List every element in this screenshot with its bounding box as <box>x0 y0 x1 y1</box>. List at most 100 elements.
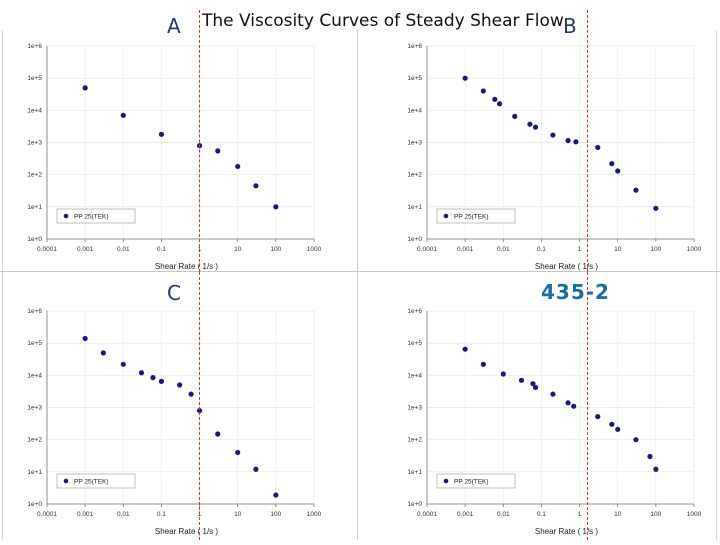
viscosity-chart-c: 1e+0 1e+1 1e+2 1e+3 1e+4 1e+5 1e+6 0.0001 0.001 0… <box>27 308 321 536</box>
x-tick-label: 0.1 <box>537 246 546 253</box>
x-axis-title: Shear Rate ( 1/s ) <box>535 262 598 271</box>
x-tick-label: 1000 <box>687 246 702 253</box>
data-point <box>235 449 241 456</box>
left-border-line <box>2 30 3 540</box>
x-tick-label: 1 <box>578 246 582 253</box>
y-tick-label: 1e+4 <box>27 372 42 379</box>
y-tick-label: 1e+3 <box>407 140 422 147</box>
panel-label-b: B <box>563 14 577 38</box>
data-point <box>150 375 156 381</box>
horizontal-divider <box>0 271 720 272</box>
x-tick-label: 0.1 <box>537 511 546 518</box>
data-point <box>215 431 221 437</box>
x-axis-title: Shear Rate ( 1/s ) <box>535 527 598 536</box>
data-point <box>82 335 88 342</box>
y-tick-label: 1e+2 <box>27 172 42 179</box>
data-point <box>565 137 571 144</box>
legend-marker <box>63 213 69 219</box>
data-point <box>496 101 503 107</box>
panel-label-a: A <box>167 14 181 38</box>
legend-box <box>56 208 136 224</box>
x-tick-label: 10 <box>234 246 242 253</box>
data-point <box>532 124 539 130</box>
data-point <box>527 121 533 127</box>
reference-line-bottom-right <box>587 272 588 540</box>
y-tick-label: 1e+0 <box>27 501 42 508</box>
x-tick-label: 10 <box>614 246 622 253</box>
data-point <box>633 187 639 193</box>
y-tick-label: 1e+4 <box>407 107 422 114</box>
page-title: The Viscosity Curves of Steady Shear Flo… <box>202 11 564 31</box>
x-tick-label: 0.1 <box>157 246 166 253</box>
x-tick-label: 1 <box>578 511 582 518</box>
x-tick-label: 0.01 <box>117 246 130 253</box>
data-point <box>653 466 659 472</box>
x-tick-label: 100 <box>650 511 661 518</box>
x-tick-label: 0.01 <box>117 511 130 518</box>
data-point <box>550 132 556 138</box>
y-tick-label: 1e+0 <box>27 236 42 243</box>
data-point <box>480 88 486 94</box>
y-tick-label: 1e+1 <box>407 204 422 211</box>
x-tick-label: 10 <box>234 511 242 518</box>
y-tick-label: 1e+5 <box>407 340 422 347</box>
legend-box <box>436 473 516 489</box>
y-tick-label: 1e+1 <box>27 204 42 211</box>
legend-box <box>56 473 136 489</box>
data-point <box>518 377 525 383</box>
x-tick-label: 1000 <box>307 246 322 253</box>
viscosity-chart-a: 1e+0 1e+1 1e+2 1e+3 1e+4 1e+5 1e+6 0.0001 0.001 0… <box>27 43 322 271</box>
right-border-line <box>716 30 717 540</box>
y-tick-label: 1e+6 <box>407 308 422 315</box>
legend-marker <box>443 478 449 484</box>
data-point <box>532 384 539 391</box>
data-point <box>609 421 615 427</box>
legend-marker <box>443 213 449 219</box>
x-tick-label: 0.0001 <box>417 511 437 518</box>
data-point <box>492 96 498 102</box>
legend-label: PP 25(TEK) <box>454 479 489 486</box>
x-tick-label: 0.001 <box>457 246 474 253</box>
data-point <box>138 370 145 376</box>
x-tick-label: 0.01 <box>497 511 510 518</box>
y-tick-label: 1e+1 <box>27 469 42 476</box>
x-tick-label: 0.0001 <box>37 246 57 253</box>
data-point <box>82 85 88 91</box>
data-point <box>480 361 486 367</box>
data-point <box>253 466 259 472</box>
legend-marker <box>63 478 69 484</box>
data-point <box>595 144 601 151</box>
data-point <box>462 75 468 81</box>
x-tick-label: 100 <box>650 246 661 253</box>
data-point <box>615 426 621 432</box>
data-point <box>647 453 653 460</box>
x-axis-title: Shear Rate ( 1/s ) <box>155 262 218 271</box>
data-point <box>500 371 506 377</box>
data-point <box>550 391 556 397</box>
legend-label: PP 25(TEK) <box>454 214 489 221</box>
x-tick-label: 0.001 <box>77 511 94 518</box>
data-point <box>633 437 639 443</box>
x-tick-label: 10 <box>614 511 622 518</box>
data-point <box>120 361 126 367</box>
x-tick-label: 0.001 <box>457 511 474 518</box>
y-tick-label: 1e+4 <box>27 107 42 114</box>
data-point <box>215 148 221 154</box>
data-point <box>273 204 279 210</box>
vertical-divider <box>357 30 358 540</box>
reference-line-top <box>199 10 200 272</box>
x-axis-title: Shear Rate ( 1/s ) <box>155 527 218 536</box>
y-tick-label: 1e+3 <box>407 405 422 412</box>
y-tick-label: 1e+4 <box>407 372 422 379</box>
y-tick-label: 1e+3 <box>27 405 42 412</box>
data-point <box>120 112 126 118</box>
x-tick-label: 100 <box>270 511 281 518</box>
data-point <box>158 378 165 384</box>
x-tick-label: 0.0001 <box>37 511 57 518</box>
legend-label: PP 25(TEK) <box>74 214 109 221</box>
data-point <box>235 163 241 170</box>
y-tick-label: 1e+0 <box>407 236 422 243</box>
data-point <box>273 492 279 498</box>
data-point <box>571 403 577 409</box>
viscosity-chart-b: 1e+0 1e+1 1e+2 1e+3 1e+4 1e+5 1e+6 0.0001 0.001 0… <box>407 43 702 271</box>
